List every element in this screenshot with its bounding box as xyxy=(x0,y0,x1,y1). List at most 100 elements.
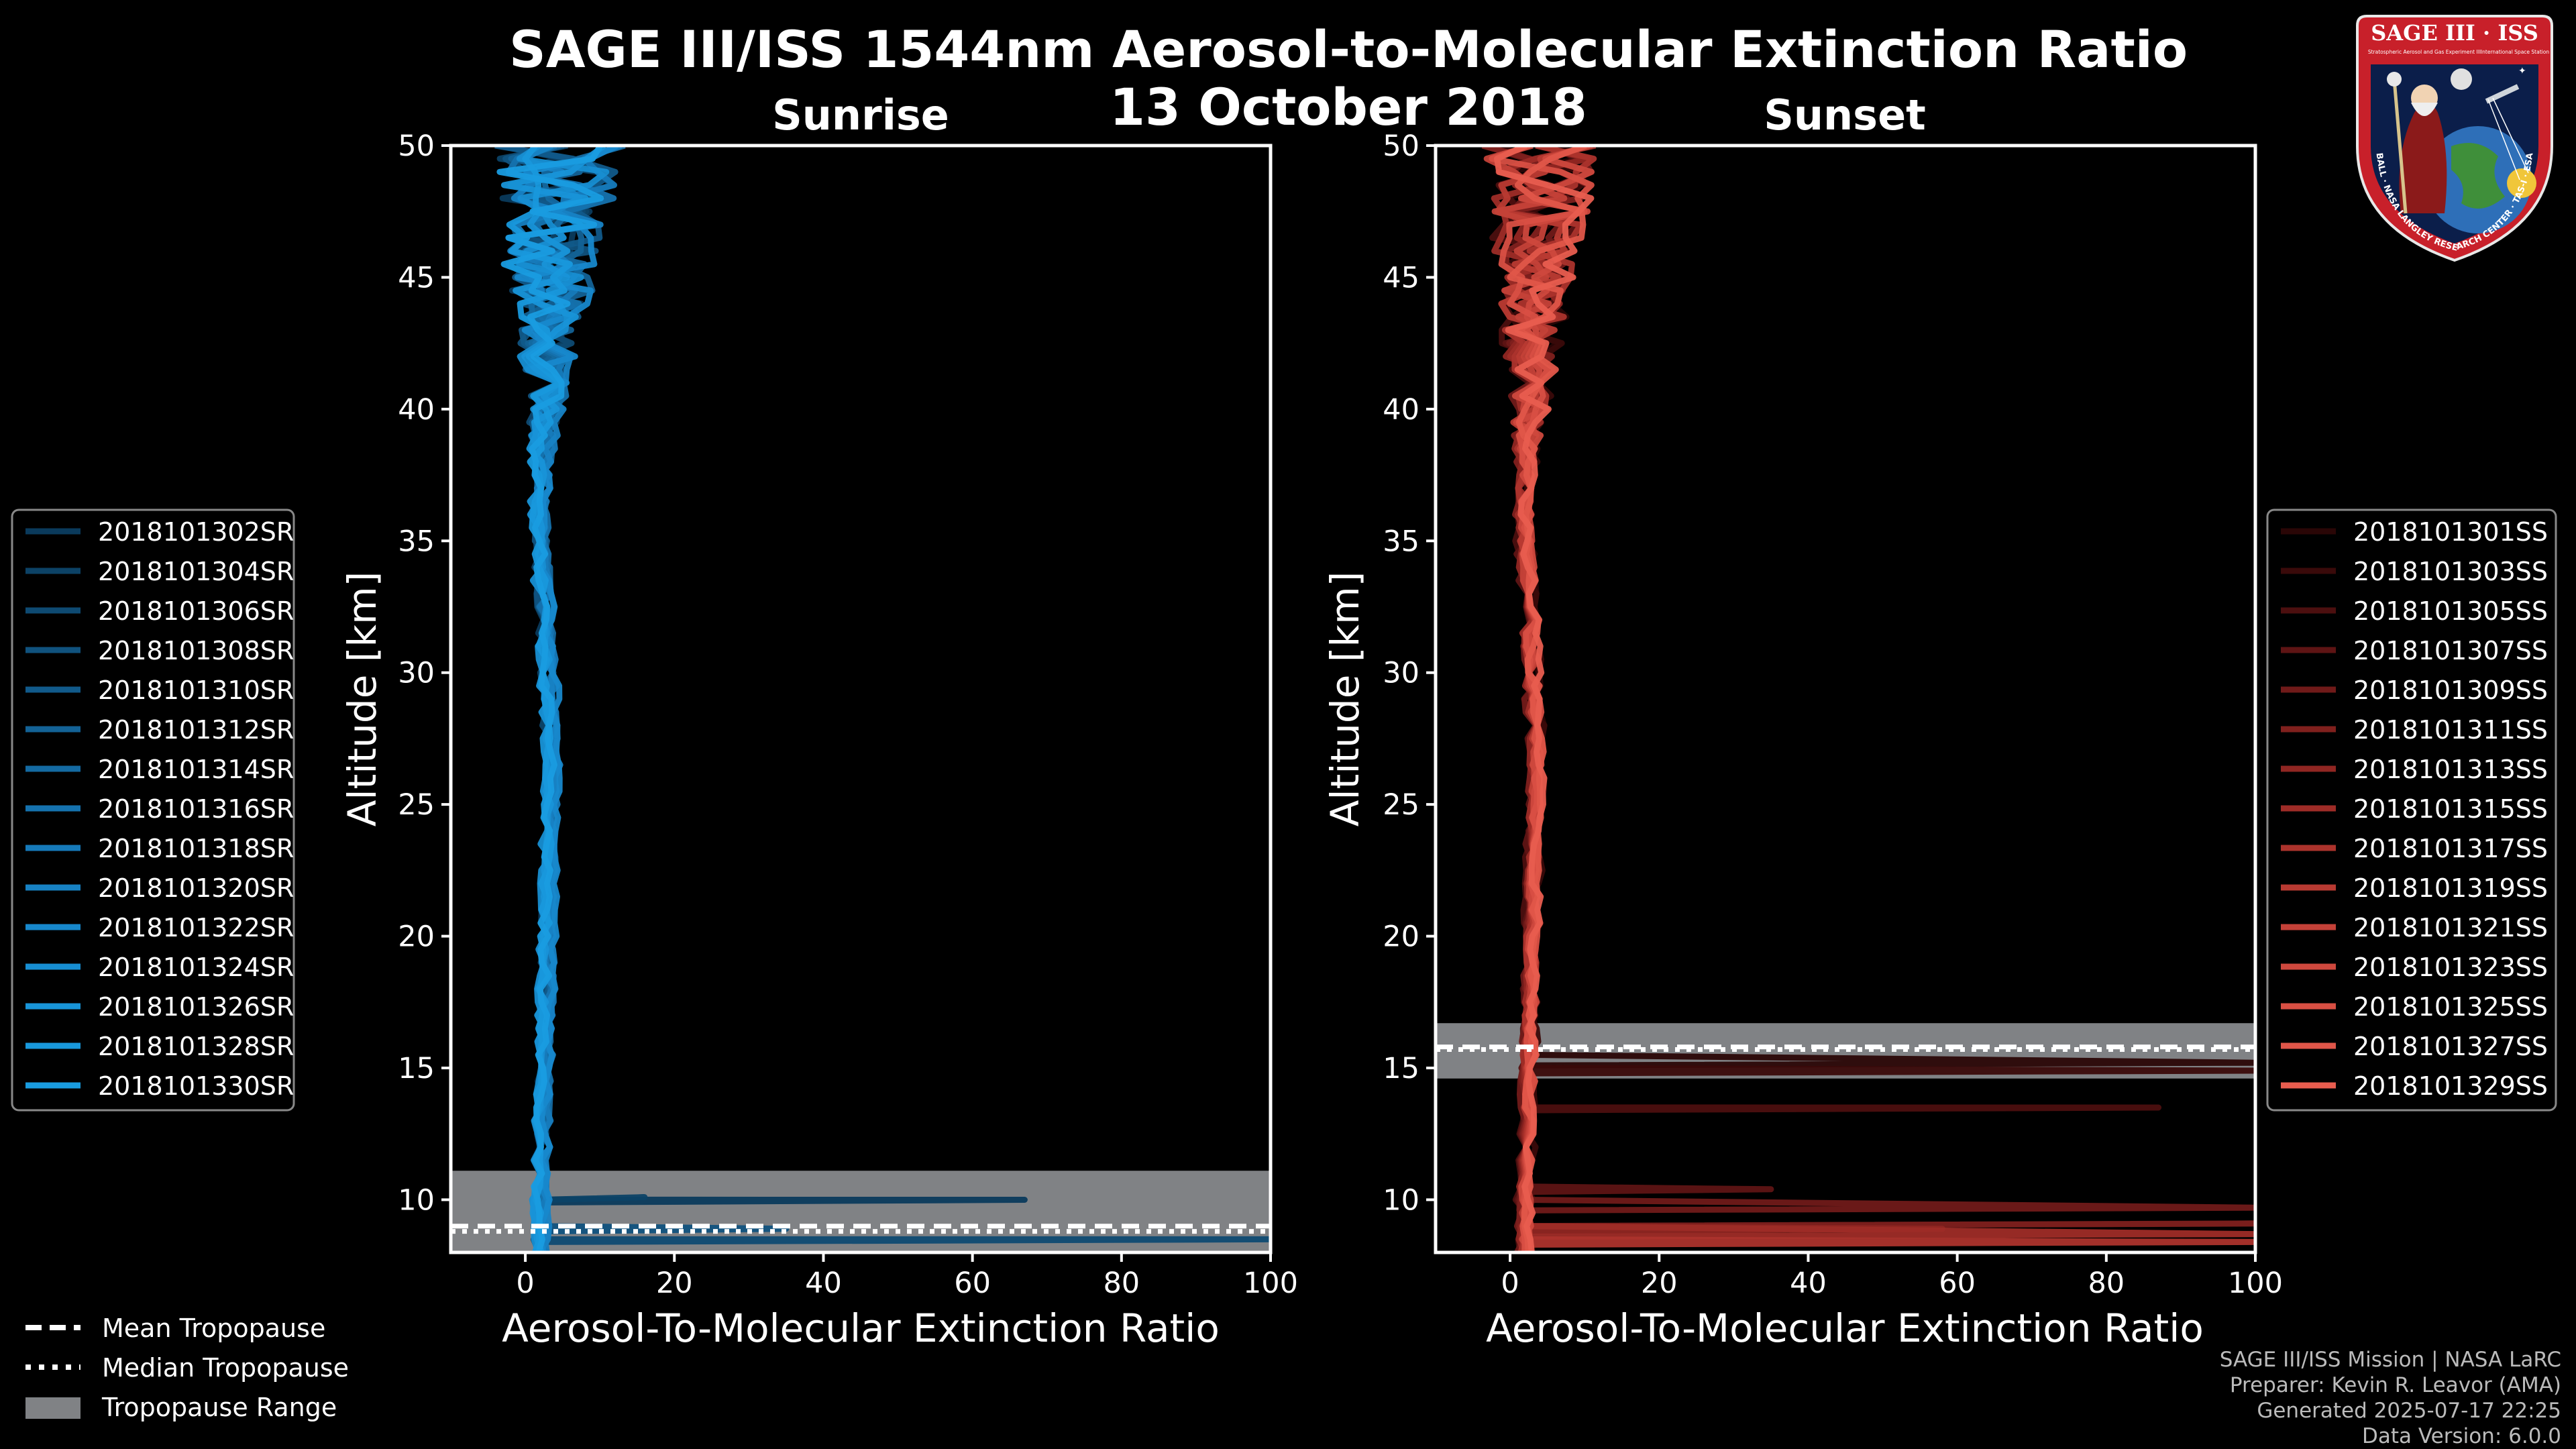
sunrise-x-tick-label: 20 xyxy=(656,1267,693,1300)
sunrise-plot-frame xyxy=(449,144,1273,1254)
sunrise-legend: 2018101302SR 2018101304SR 2018101306SR 2018… xyxy=(11,508,295,1112)
sunrise-x-tick-label: 100 xyxy=(1243,1267,1298,1300)
credit-data-version: Data Version: 6.0.0 xyxy=(2362,1424,2561,1448)
sunset-legend-label: 2018101323SS xyxy=(2353,953,2548,982)
sunrise-legend-label: 2018101324SR xyxy=(98,953,294,982)
credit-mission: SAGE III/ISS Mission | NASA LaRC xyxy=(2220,1348,2561,1372)
sunrise-y-tick-label: 20 xyxy=(398,920,435,954)
chart-title: SAGE III/ISS 1544nm Aerosol-to-Molecular… xyxy=(509,19,2188,79)
sunrise-plot-area xyxy=(451,146,1271,1252)
sunset-legend-label: 2018101305SS xyxy=(2353,596,2548,626)
sunrise-legend-label: 2018101320SR xyxy=(98,873,294,903)
sunset-panel: 0 20 40 60 80 100 10 15 20 25 30 35 40 45 50 Aerosol-… xyxy=(1322,129,2283,1351)
sunset-y-tick-label: 45 xyxy=(1383,261,1419,294)
sunrise-legend-label: 2018101328SR xyxy=(98,1032,294,1061)
sunrise-y-tick-label: 35 xyxy=(398,525,435,558)
logo-subtitle-left: Stratospheric Aerosol and Gas Experiment… xyxy=(2368,49,2481,55)
chart-date: 13 October 2018 xyxy=(1110,77,1587,137)
sunrise-y-tick-label: 45 xyxy=(398,261,435,294)
sunset-plot-frame xyxy=(1434,144,2257,1254)
sunset-legend-label: 2018101321SS xyxy=(2353,913,2548,943)
sunrise-y-tick-label: 40 xyxy=(398,393,435,427)
sunrise-legend-label: 2018101316SR xyxy=(98,794,294,824)
sunset-legend-label: 2018101317SS xyxy=(2353,834,2548,863)
sunset-legend-label: 2018101327SS xyxy=(2353,1032,2548,1061)
logo-figure-beard xyxy=(2411,103,2438,116)
logo-continent xyxy=(2451,143,2505,209)
sunset-y-tick-label: 40 xyxy=(1383,393,1419,427)
logo-staff-orb xyxy=(2387,72,2402,87)
sunset-title: Sunset xyxy=(1764,91,1926,140)
sunrise-legend-label: 2018101318SR xyxy=(98,834,294,863)
logo-subtitle-right: International Space Station xyxy=(2481,49,2549,55)
tropopause-range-label: Tropopause Range xyxy=(101,1393,337,1422)
sunset-y-tick-label: 25 xyxy=(1383,788,1419,822)
sunrise-profile-2018101322SR xyxy=(514,146,619,1252)
sunset-profile-2018101329SS xyxy=(1494,146,1595,1252)
sunset-legend-label: 2018101325SS xyxy=(2353,992,2548,1022)
logo-sightline-b xyxy=(2492,97,2529,174)
sunset-x-tick-label: 40 xyxy=(1790,1267,1827,1300)
sunrise-legend-label: 2018101304SR xyxy=(98,557,294,586)
sunset-x-tick-label: 100 xyxy=(2228,1267,2283,1300)
sunset-y-tick-label: 10 xyxy=(1383,1183,1419,1217)
mean-tropopause-label: Mean Tropopause xyxy=(102,1313,325,1343)
sunrise-x-tick-label: 0 xyxy=(516,1267,534,1300)
sunrise-y-tick-label: 25 xyxy=(398,788,435,822)
sunrise-legend-label: 2018101314SR xyxy=(98,755,294,784)
credits: SAGE III/ISS Mission | NASA LaRC Prepare… xyxy=(2220,1348,2561,1448)
credit-generated: Generated 2025-07-17 22:25 xyxy=(2257,1399,2561,1423)
sunrise-y-tick-label: 50 xyxy=(398,129,435,163)
sunset-x-tick-label: 0 xyxy=(1501,1267,1519,1300)
sunrise-x-axis-label: Aerosol-To-Molecular Extinction Ratio xyxy=(502,1305,1220,1351)
logo-sightline-a xyxy=(2487,99,2520,180)
sunset-legend-label: 2018101303SS xyxy=(2353,557,2548,586)
sunrise-panel: 0 20 40 60 80 100 10 15 20 25 30 35 40 45 50 Aerosol-… xyxy=(339,129,1298,1351)
sunrise-y-axis-label: Altitude [km] xyxy=(339,572,385,826)
logo-staff xyxy=(2392,78,2408,214)
sunrise-y-tick-label: 15 xyxy=(398,1052,435,1085)
sunset-legend-label: 2018101319SS xyxy=(2353,873,2548,903)
sunset-legend: 2018101301SS 2018101303SS 2018101305SS 2018… xyxy=(2266,508,2557,1112)
tropopause-legend: Mean Tropopause Median Tropopause Tropop… xyxy=(25,1313,349,1422)
sunset-x-tick-label: 60 xyxy=(1939,1267,1976,1300)
sunrise-legend-frame xyxy=(11,508,295,1112)
sunrise-title: Sunrise xyxy=(772,91,949,140)
sunrise-y-tick-label: 10 xyxy=(398,1183,435,1217)
sunset-y-tick-label: 15 xyxy=(1383,1052,1419,1085)
sunset-y-tick-label: 20 xyxy=(1383,920,1419,954)
credit-preparer: Preparer: Kevin R. Leavor (AMA) xyxy=(2230,1373,2561,1397)
sunset-legend-label: 2018101315SS xyxy=(2353,794,2548,824)
sunrise-legend-label: 2018101312SR xyxy=(98,715,294,745)
sunrise-legend-label: 2018101330SR xyxy=(98,1071,294,1101)
sunset-legend-label: 2018101329SS xyxy=(2353,1071,2548,1101)
logo-sun xyxy=(2507,168,2536,198)
sunrise-profile-2018101330SR xyxy=(496,146,604,1252)
sunrise-legend-label: 2018101310SR xyxy=(98,676,294,705)
sunset-x-tick-label: 20 xyxy=(1641,1267,1678,1300)
sunrise-x-tick-label: 60 xyxy=(954,1267,991,1300)
logo-figure-robe xyxy=(2399,103,2447,213)
sunset-x-axis-label: Aerosol-To-Molecular Extinction Ratio xyxy=(1486,1305,2204,1351)
sunset-legend-label: 2018101313SS xyxy=(2353,755,2548,784)
tropopause-range-swatch xyxy=(25,1397,80,1419)
sunrise-legend-label: 2018101306SR xyxy=(98,596,294,626)
sage-iii-iss-mission-logo: SAGE III · ISS Stratospheric Aerosol and… xyxy=(2356,15,2553,262)
sunset-legend-label: 2018101307SS xyxy=(2353,636,2548,665)
sunset-legend-label: 2018101309SS xyxy=(2353,676,2548,705)
sunset-legend-frame xyxy=(2266,508,2557,1112)
median-tropopause-label: Median Tropopause xyxy=(102,1353,349,1383)
sunset-legend-label: 2018101301SS xyxy=(2353,517,2548,547)
sunrise-y-tick-label: 30 xyxy=(398,657,435,690)
sunset-y-tick-label: 50 xyxy=(1383,129,1419,163)
sunrise-legend-label: 2018101322SR xyxy=(98,913,294,943)
logo-star-icon: ✦ xyxy=(2518,66,2526,76)
sunset-y-tick-label: 35 xyxy=(1383,525,1419,558)
sunrise-x-tick-label: 40 xyxy=(805,1267,842,1300)
sunset-legend-label: 2018101311SS xyxy=(2353,715,2548,745)
sunset-y-tick-label: 30 xyxy=(1383,657,1419,690)
sunrise-legend-label: 2018101326SR xyxy=(98,992,294,1022)
sunrise-x-tick-label: 80 xyxy=(1103,1267,1140,1300)
sunrise-legend-label: 2018101302SR xyxy=(98,517,294,547)
